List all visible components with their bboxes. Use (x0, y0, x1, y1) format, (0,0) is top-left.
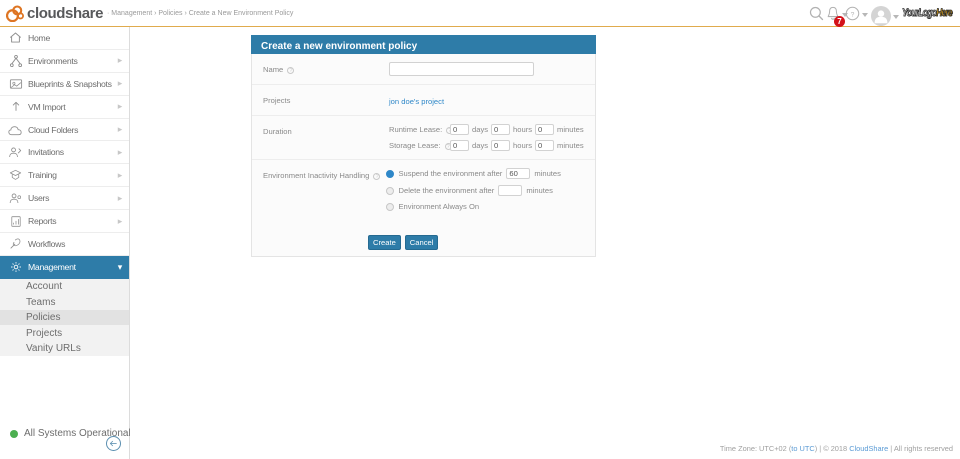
svg-text:?: ? (851, 12, 855, 19)
